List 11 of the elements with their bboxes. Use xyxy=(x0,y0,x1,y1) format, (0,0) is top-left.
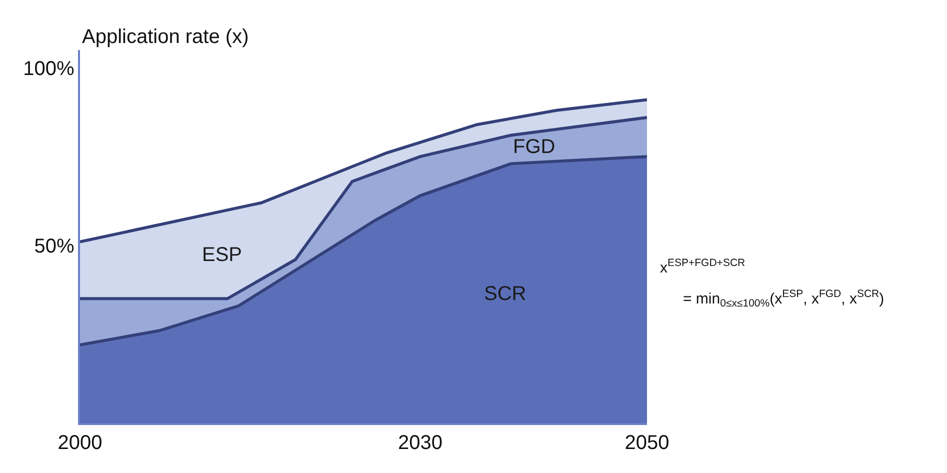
series-label: FGD xyxy=(513,136,556,158)
x-tick-label: 2030 xyxy=(398,432,442,454)
text: x$^{ESP+FGD+SCR}$ xyxy=(660,257,746,276)
y-tick-label: 50% xyxy=(34,235,74,258)
y-tick-label: 100% xyxy=(23,58,74,80)
series-label: ESP xyxy=(202,244,242,266)
text: = min$_{0≤x≤100%}$(x$^{ESP}$, x$^{FGD}$, x$^{SCR}$) xyxy=(683,288,884,310)
series-label: SCR xyxy=(484,283,526,305)
x-tick-label: 2050 xyxy=(624,432,670,454)
x-tick-label: 2000 xyxy=(58,432,102,454)
y-axis-title: Application rate (x) xyxy=(82,26,249,48)
